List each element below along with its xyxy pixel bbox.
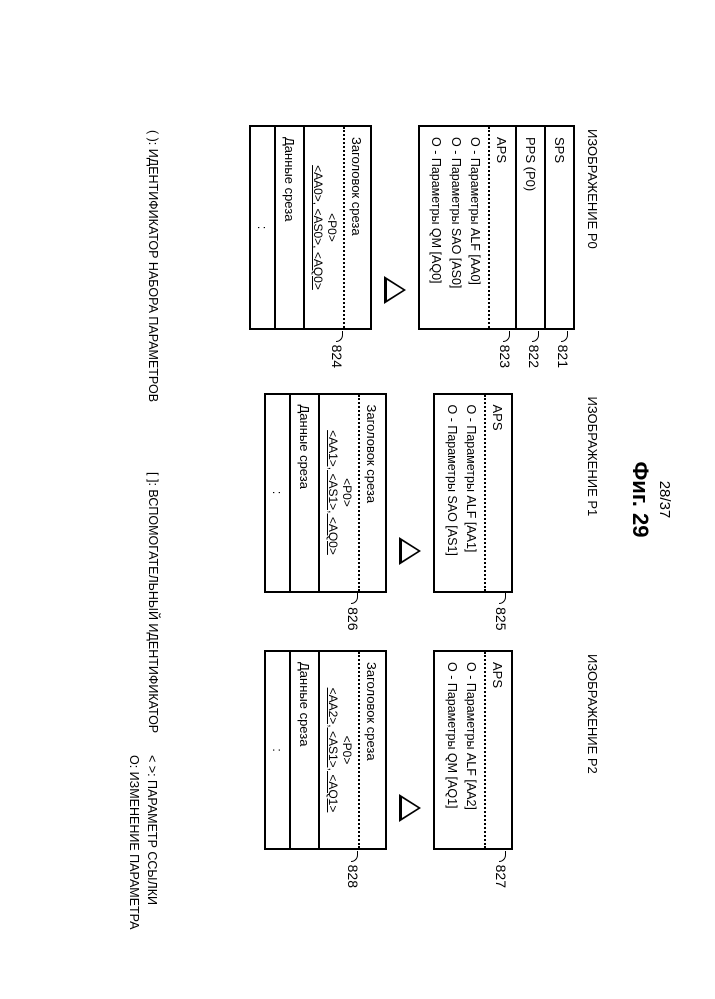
dotted-divider — [358, 395, 360, 591]
box-header: SPS — [552, 137, 567, 163]
param-line: O - Параметры SAO [AS0] — [445, 137, 464, 318]
connector — [562, 331, 569, 342]
box-header: APS — [490, 405, 505, 431]
ref-label: 828 — [345, 865, 361, 888]
ref-line-underlined: <AA0>, <AS0>, <AQ0> — [311, 137, 325, 318]
dotted-divider — [484, 652, 486, 848]
connector — [351, 593, 358, 604]
legend-bracket: [ ]: ВСПОМОГАТЕЛЬНЫЙ ИДЕНТИФИКАТОР — [146, 472, 160, 733]
dotted-divider — [358, 652, 360, 848]
slice-data-box: Данные среза — [274, 125, 303, 330]
column-title: ИЗОБРАЖЕНИЕ P2 — [585, 650, 600, 774]
figure-title: Фиг. 29 — [627, 0, 653, 999]
connector — [533, 331, 540, 342]
column-p1: ИЗОБРАЖЕНИЕ P1 APS O - Параметры ALF [AA… — [264, 393, 600, 623]
connector — [351, 851, 358, 862]
slice-header-box: Заголовок среза <P0> <AA1>, <AS1>, <AQ0>… — [318, 393, 387, 593]
ref-line-underlined: <AA1>, <AS1>, <AQ0> — [326, 405, 340, 581]
ellipsis-box: : — [264, 650, 289, 850]
slice-data-title: Данные среза — [297, 405, 312, 489]
connector — [500, 593, 507, 604]
param-line: O - Параметры ALF [AA0] — [465, 137, 484, 318]
slice-header-title: Заголовок среза — [349, 137, 364, 236]
sps-box: SPS 821 — [544, 125, 575, 330]
pps-box: PPS (P0) 822 — [515, 125, 544, 330]
ref-line: <P0> — [340, 405, 354, 581]
slice-data-title: Данные среза — [297, 662, 312, 746]
param-line: O - Параметры QM [AQ1] — [441, 662, 460, 838]
ref-label: 823 — [497, 345, 513, 368]
dotted-divider — [488, 127, 490, 328]
box-header: APS — [494, 137, 509, 163]
ref-line: <P0> — [325, 137, 339, 318]
connector — [500, 851, 507, 862]
column-title: ИЗОБРАЖЕНИЕ P0 — [585, 125, 600, 249]
legend-left: ( ): ИДЕНТИФИКАТОР НАБОРА ПАРАМЕТРОВ [ ]… — [146, 130, 160, 733]
ref-label: 821 — [555, 345, 571, 368]
connector — [504, 331, 511, 342]
ref-label: 825 — [493, 607, 509, 630]
ellipsis-box: : — [249, 125, 274, 330]
column-title: ИЗОБРАЖЕНИЕ P1 — [585, 393, 600, 517]
box-header: APS — [490, 662, 505, 688]
diagram-columns: ИЗОБРАЖЕНИЕ P0 SPS 821 PPS (P0) 822 APS … — [249, 125, 600, 880]
param-line: O - Параметры ALF [AA1] — [461, 405, 480, 581]
slice-header-title: Заголовок среза — [364, 662, 379, 761]
legend-right: < >: ПАРАМЕТР ССЫЛКИ O: ИЗМЕНЕНИЕ ПАРАМЕ… — [125, 755, 160, 930]
param-line: O - Параметры ALF [AA2] — [461, 662, 480, 838]
page-number: 28/37 — [656, 0, 673, 999]
ref-label: 824 — [329, 345, 345, 368]
ref-line-underlined: <AA2>, <AS1>, <AQ1> — [326, 662, 340, 838]
slice-header-title: Заголовок среза — [364, 405, 379, 504]
box-header: PPS (P0) — [523, 137, 538, 191]
ellipsis-box: : — [264, 393, 289, 593]
param-line: O - Параметры SAO [AS1] — [441, 405, 460, 581]
triangle-icon — [399, 794, 421, 822]
legend-angle: < >: ПАРАМЕТР ССЫЛКИ — [143, 755, 161, 930]
aps-box: APS O - Параметры ALF [AA0] O - Параметр… — [418, 125, 515, 330]
ref-label: 826 — [345, 607, 361, 630]
column-p2: ИЗОБРАЖЕНИЕ P2 APS O - Параметры ALF [AA… — [264, 650, 600, 880]
triangle-icon — [399, 537, 421, 565]
connector — [336, 331, 343, 342]
aps-box: APS O - Параметры ALF [AA2] O - Параметр… — [433, 650, 513, 850]
slice-data-box: Данные среза — [289, 650, 318, 850]
dotted-divider — [484, 395, 486, 591]
legend-circle: O: ИЗМЕНЕНИЕ ПАРАМЕТРА — [125, 755, 143, 930]
column-p0: ИЗОБРАЖЕНИЕ P0 SPS 821 PPS (P0) 822 APS … — [249, 125, 600, 365]
ref-label: 827 — [493, 865, 509, 888]
slice-header-box: Заголовок среза <P0> <AA0>, <AS0>, <AQ0>… — [303, 125, 372, 330]
aps-box: APS O - Параметры ALF [AA1] O - Параметр… — [433, 393, 513, 593]
ref-line: <P0> — [340, 662, 354, 838]
dotted-divider — [343, 127, 345, 328]
param-line: O - Параметры QM [AQ0] — [426, 137, 445, 318]
slice-data-box: Данные среза — [289, 393, 318, 593]
legend-paren: ( ): ИДЕНТИФИКАТОР НАБОРА ПАРАМЕТРОВ — [146, 130, 160, 402]
slice-data-title: Данные среза — [282, 137, 297, 221]
slice-header-box: Заголовок среза <P0> <AA2>, <AS1>, <AQ1>… — [318, 650, 387, 850]
triangle-icon — [384, 276, 406, 304]
ref-label: 822 — [526, 345, 542, 368]
